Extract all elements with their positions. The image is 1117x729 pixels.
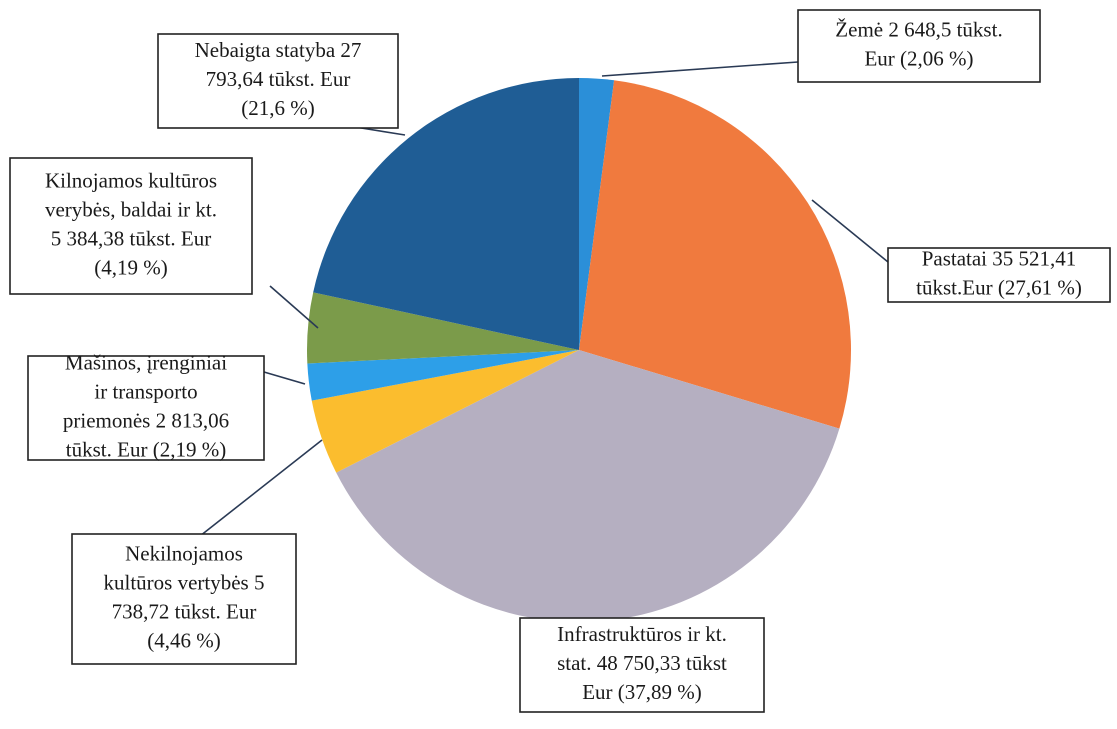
label-line: Žemė 2 648,5 tūkst. [835, 17, 1002, 41]
label-line: ir transporto [94, 379, 197, 403]
label-box [887, 247, 1111, 303]
data-label: Nekilnojamos kultūros vertybės 5 738,72 tū… [71, 533, 297, 665]
pie-slice [307, 350, 579, 401]
label-line: (4,46 %) [147, 628, 220, 652]
label-line: tūkst.Eur (27,61 %) [916, 275, 1082, 299]
label-line: priemonės 2 813,06 [63, 408, 229, 432]
label-line: 5 384,38 tūkst. Eur [51, 226, 211, 250]
pie-slice [579, 80, 851, 429]
data-label: Infrastruktūros ir kt. stat. 48 750,33 tū… [519, 617, 765, 713]
pie-slice [336, 350, 840, 623]
label-line: 793,64 tūkst. Eur [206, 67, 351, 91]
label-line: Eur (37,89 %) [582, 680, 702, 704]
label-line: stat. 48 750,33 tūkst [557, 651, 727, 675]
pie-slice [307, 292, 579, 364]
label-box [797, 9, 1041, 83]
leader-line [263, 371, 306, 385]
leader-lines [199, 61, 889, 537]
data-label: Žemė 2 648,5 tūkst. Eur (2,06 %) [797, 9, 1041, 83]
data-label: Kilnojamos kultūros verybės, baldai ir kt… [9, 157, 253, 295]
label-line: Nekilnojamos [125, 541, 243, 565]
label-line: (4,19 %) [94, 255, 167, 279]
label-line: kultūros vertybės 5 [104, 570, 265, 594]
label-line: Nebaigta statyba 27 [195, 38, 362, 62]
label-line: Kilnojamos kultūros [45, 168, 217, 192]
label-box [519, 617, 765, 713]
label-line: (21,6 %) [241, 96, 314, 120]
leader-line [199, 439, 323, 537]
pie-slice [579, 78, 615, 350]
label-box [9, 157, 253, 295]
label-line: tūkst. Eur (2,19 %) [66, 437, 226, 461]
label-box [71, 533, 297, 665]
data-label: Mašinos, įrenginiai ir transporto priemonė… [27, 350, 265, 461]
label-line: Eur (2,06 %) [864, 46, 973, 70]
label-box [157, 33, 399, 129]
leader-line [811, 199, 889, 263]
label-line: verybės, baldai ir kt. [45, 197, 217, 221]
label-line: Infrastruktūros ir kt. [557, 622, 727, 646]
data-label: Nebaigta statyba 27 793,64 tūkst. Eur (21,… [157, 33, 399, 129]
pie-slice [313, 78, 579, 350]
pie [307, 78, 851, 623]
label-box [27, 355, 265, 461]
pie-slice [311, 350, 579, 473]
label-line: Mašinos, įrenginiai [65, 350, 227, 374]
data-label: Pastatai 35 521,41 tūkst.Eur (27,61 %) [887, 246, 1111, 303]
label-line: Pastatai 35 521,41 [922, 246, 1077, 270]
label-line: 738,72 tūkst. Eur [112, 599, 257, 623]
leader-line [601, 61, 799, 77]
leader-line [269, 285, 319, 329]
